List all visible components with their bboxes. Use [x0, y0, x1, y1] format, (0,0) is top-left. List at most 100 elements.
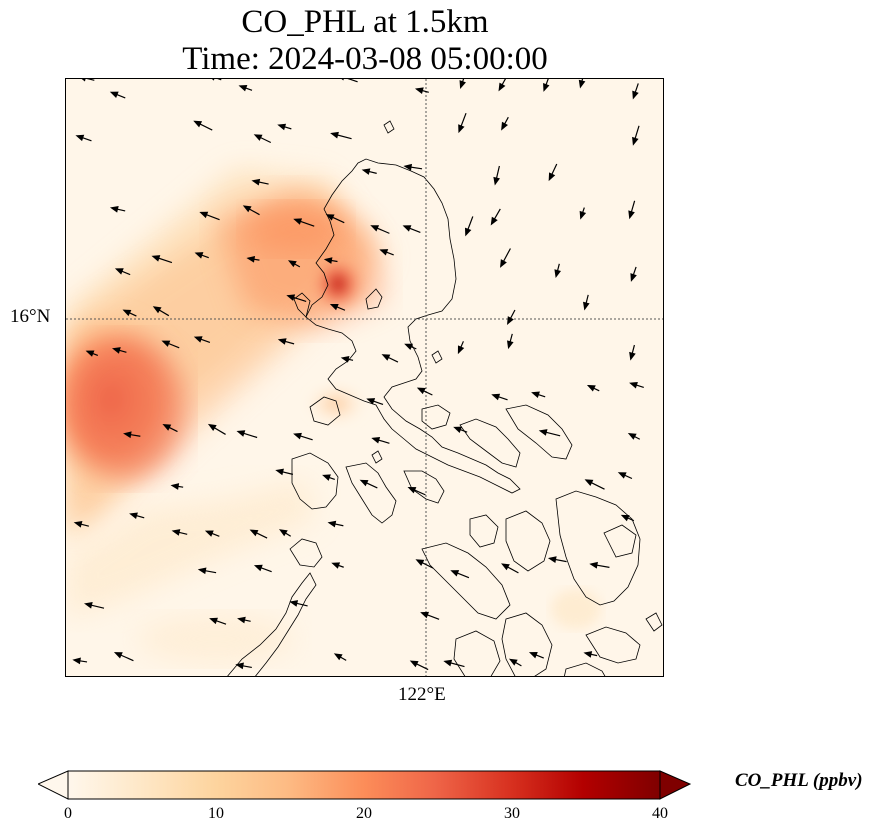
wind-arrow-head	[73, 521, 83, 528]
wind-arrow-head	[409, 660, 419, 668]
wind-arrow-head	[251, 178, 261, 186]
wind-arrow-head	[331, 562, 341, 569]
wind-arrow-head	[366, 398, 376, 405]
wind-arrow-head	[629, 351, 636, 361]
wind-arrow-head	[583, 651, 593, 658]
wind-arrow-head	[333, 653, 343, 661]
wind-arrow-head	[528, 652, 538, 659]
colorbar-tick-0: 0	[64, 805, 72, 822]
wind-arrow-head	[578, 79, 586, 89]
wind-arrow-head	[582, 301, 590, 311]
wind-arrow-head	[627, 432, 637, 440]
wind-arrow-head	[327, 520, 337, 528]
latitude-tick-label: 16°N	[10, 306, 51, 327]
wind-arrow-head	[579, 210, 587, 220]
wind-arrow-head	[507, 316, 514, 325]
wind-arrow-head	[293, 432, 302, 440]
wind-arrow-head	[75, 134, 85, 142]
co-concentration-field	[66, 169, 601, 664]
wind-arrow-head	[83, 602, 93, 609]
wind-arrow-head	[211, 79, 215, 81]
wind-arrow-head	[500, 259, 507, 268]
wind-arrow-head	[194, 252, 204, 259]
wind-arrow-head	[507, 340, 514, 350]
wind-arrow-head	[289, 600, 299, 607]
wind-arrow-head	[554, 269, 561, 278]
wind-arrow-head	[501, 121, 508, 131]
wind-arrow-head	[443, 659, 453, 667]
wind-arrow-head	[531, 391, 540, 398]
title-line-1: CO_PHL at 1.5km	[241, 4, 489, 40]
wind-arrow-head	[548, 172, 556, 182]
wind-arrow-head	[114, 268, 124, 275]
wind-arrow-head	[498, 82, 506, 92]
wind-arrow-head	[450, 570, 460, 577]
wind-arrow-head	[628, 210, 635, 220]
wind-arrow-head	[109, 91, 119, 98]
wind-arrow-head	[293, 218, 303, 225]
wind-arrow-head	[403, 163, 413, 171]
wind-arrow-head	[199, 211, 209, 219]
wind-arrow-head	[629, 381, 638, 389]
wind-arrow-head	[193, 120, 203, 128]
title-line-2: Time: 2024-03-08 05:00:00	[182, 41, 548, 77]
wind-arrow-head	[85, 350, 95, 357]
map-title: CO_PHL at 1.5km Time: 2024-03-08 05:00:0…	[65, 4, 665, 78]
map-panel[interactable]	[65, 78, 664, 677]
wind-arrow-head	[246, 255, 256, 263]
wind-arrow-head	[277, 123, 287, 131]
wind-arrow-head	[162, 424, 172, 431]
colorbar-tick-30: 30	[504, 805, 520, 822]
wind-arrow-head	[458, 124, 465, 134]
wind-arrow-head	[457, 345, 465, 355]
longitude-tick-label: 122°E	[398, 684, 446, 705]
map-canvas	[66, 79, 663, 676]
wind-arrow-head	[416, 387, 426, 395]
wind-arrow-head	[490, 216, 498, 226]
wind-arrow-head	[491, 393, 501, 401]
wind-arrow-head	[109, 205, 119, 213]
wind-arrow-head	[277, 338, 287, 345]
colorbar	[38, 770, 692, 800]
wind-arrow-head	[171, 529, 181, 536]
colorbar-tick-20: 20	[356, 805, 372, 822]
wind-arrow-head	[402, 225, 412, 232]
wind-arrow-head	[493, 176, 500, 186]
wind-arrow-head	[287, 260, 297, 268]
wind-arrow-head	[617, 472, 627, 479]
coastlines	[227, 120, 663, 676]
wind-arrow-head	[129, 512, 138, 520]
wind-arrow-head	[152, 306, 162, 314]
wind-arrow-head	[414, 87, 424, 94]
wind-arrow-head	[508, 658, 518, 666]
wind-arrow-head	[464, 227, 472, 237]
wind-arrow-head	[123, 431, 132, 439]
wind-arrow-head	[237, 616, 246, 624]
wind-arrow-head	[453, 426, 462, 433]
wind-arrow-head	[323, 257, 333, 264]
colorbar-tick-10: 10	[208, 805, 224, 822]
wind-arrow-head	[330, 131, 339, 139]
colorbar-min-extend	[38, 770, 69, 800]
wind-arrow-head	[72, 657, 81, 665]
wind-arrow-head	[279, 529, 288, 537]
wind-arrow-head	[415, 559, 425, 566]
wind-arrow-head	[586, 384, 596, 392]
wind-arrow-shaft	[86, 79, 95, 81]
wind-arrow-head	[207, 423, 217, 432]
colorbar-max-extend	[659, 770, 692, 800]
colorbar-label: CO_PHL (ppbv)	[735, 770, 863, 791]
wind-arrow-head	[543, 83, 550, 92]
wind-arrow-head	[632, 90, 639, 100]
wind-arrow-head	[286, 294, 296, 301]
wind-arrow-head	[340, 356, 350, 363]
wind-arrow-head	[161, 340, 171, 347]
wind-arrow-head	[170, 483, 180, 490]
wind-arrow-head	[459, 80, 466, 90]
wind-arrow-head	[325, 214, 335, 221]
wind-arrow-head	[122, 309, 132, 317]
wind-arrow-head	[584, 479, 594, 486]
wind-arrow-head	[235, 662, 244, 670]
colorbar-gradient	[67, 770, 661, 800]
wind-arrow-head	[632, 136, 639, 146]
